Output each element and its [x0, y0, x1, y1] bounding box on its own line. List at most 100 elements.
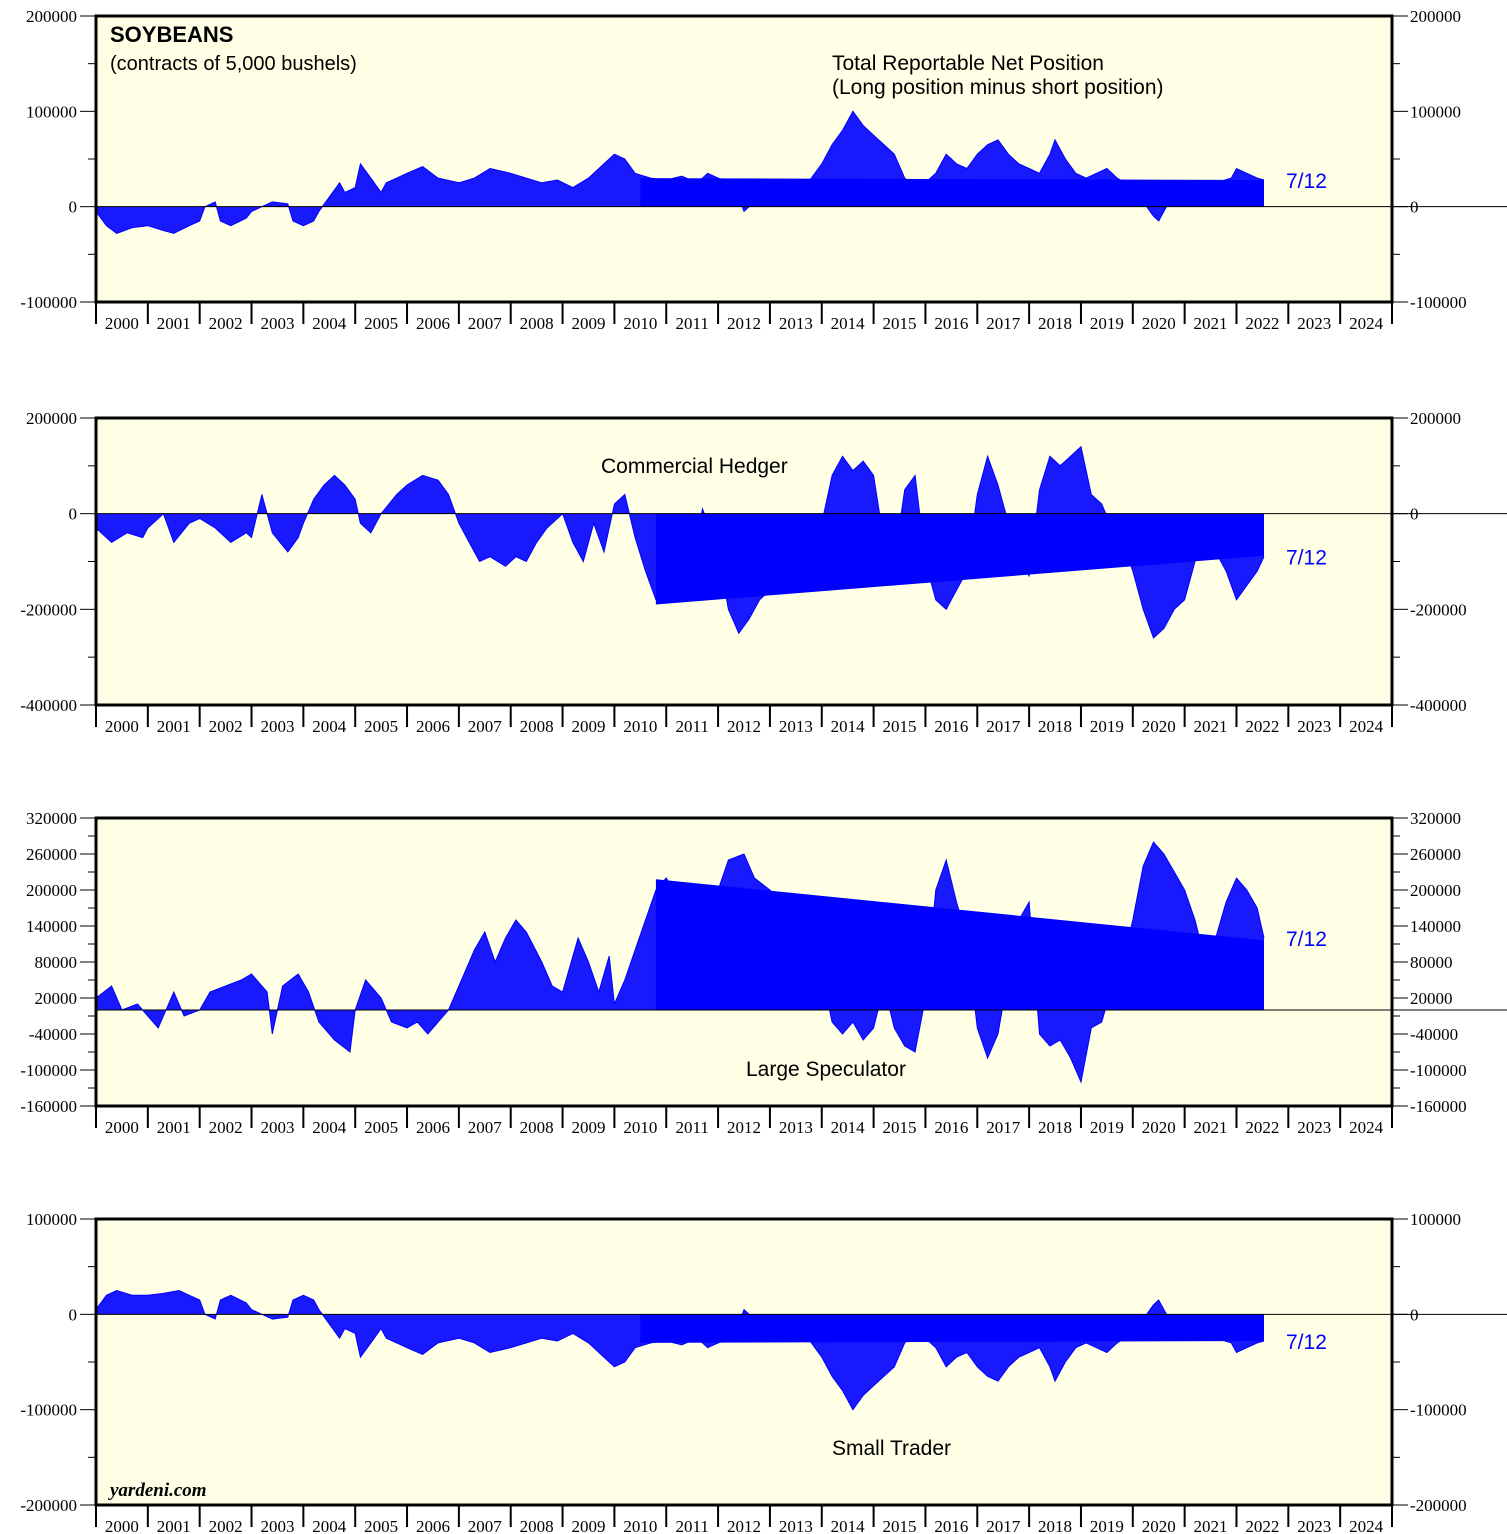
- series-fill-wedge: [640, 1314, 1264, 1343]
- x-tick-label: 2018: [1038, 314, 1072, 333]
- x-tick-label: 2009: [571, 717, 605, 736]
- series-annotation: Total Reportable Net Position: [832, 52, 1104, 75]
- x-tick-label: 2024: [1349, 1517, 1384, 1534]
- x-tick-label: 2011: [675, 314, 708, 333]
- y-tick-label-right: 140000: [1410, 917, 1461, 936]
- y-tick-label-right: 200000: [1410, 409, 1461, 428]
- x-tick-label: 2008: [520, 1517, 554, 1534]
- x-tick-label: 2007: [468, 1118, 503, 1137]
- x-tick-label: 2001: [157, 1118, 191, 1137]
- x-tick-label: 2012: [727, 1118, 761, 1137]
- last-date-label: 7/12: [1286, 928, 1327, 951]
- x-tick-label: 2016: [934, 717, 968, 736]
- y-tick-label-left: 200000: [26, 409, 77, 428]
- y-tick-label-left: 0: [69, 198, 78, 217]
- plot-area: [96, 1219, 1392, 1505]
- x-tick-label: 2024: [1349, 314, 1384, 333]
- y-tick-label-left: 0: [69, 505, 78, 524]
- x-tick-label: 2003: [260, 717, 294, 736]
- y-tick-label-right: -400000: [1410, 696, 1467, 715]
- source-watermark: yardeni.com: [108, 1480, 207, 1501]
- chart-title: SOYBEANS: [110, 22, 233, 47]
- x-tick-label: 2013: [779, 1517, 813, 1534]
- x-tick-label: 2017: [986, 1118, 1021, 1137]
- y-tick-label-right: -40000: [1410, 1025, 1458, 1044]
- y-tick-label-left: 100000: [26, 102, 77, 121]
- x-tick-label: 2007: [468, 314, 503, 333]
- y-tick-label-left: -160000: [20, 1097, 77, 1116]
- x-tick-label: 2020: [1142, 1118, 1176, 1137]
- x-tick-label: 2001: [157, 717, 191, 736]
- y-tick-label-left: 20000: [35, 989, 78, 1008]
- y-tick-label-left: 260000: [26, 845, 77, 864]
- x-tick-label: 2002: [209, 314, 243, 333]
- x-tick-label: 2006: [416, 1517, 450, 1534]
- x-tick-label: 2017: [986, 717, 1021, 736]
- y-tick-label-left: 200000: [26, 7, 77, 26]
- x-tick-label: 2021: [1194, 717, 1228, 736]
- x-tick-label: 2010: [623, 1517, 657, 1534]
- x-tick-label: 2001: [157, 1517, 191, 1534]
- x-tick-label: 2008: [520, 1118, 554, 1137]
- x-tick-label: 2020: [1142, 717, 1176, 736]
- x-tick-label: 2023: [1297, 1118, 1331, 1137]
- x-tick-label: 2020: [1142, 1517, 1176, 1534]
- series-annotation: Large Speculator: [746, 1058, 906, 1081]
- x-tick-label: 2010: [623, 1118, 657, 1137]
- x-tick-label: 2002: [209, 1118, 243, 1137]
- x-tick-label: 2002: [209, 1517, 243, 1534]
- y-tick-label-left: 200000: [26, 881, 77, 900]
- x-tick-label: 2017: [986, 314, 1021, 333]
- series-fill-wedge: [655, 513, 1264, 605]
- panel-1: -400000 -400000 -200000 -200000 0 0 200000 2000…: [20, 409, 1507, 736]
- x-tick-label: 2014: [831, 1118, 866, 1137]
- y-tick-label-left: 0: [69, 1305, 78, 1324]
- x-tick-label: 2006: [416, 717, 450, 736]
- x-tick-label: 2022: [1245, 717, 1279, 736]
- x-tick-label: 2022: [1245, 1118, 1279, 1137]
- x-tick-label: 2011: [675, 717, 708, 736]
- x-tick-label: 2006: [416, 314, 450, 333]
- chart-subtitle: (contracts of 5,000 bushels): [110, 53, 357, 75]
- x-tick-label: 2024: [1349, 1118, 1384, 1137]
- x-tick-label: 2005: [364, 1517, 398, 1534]
- x-tick-label: 2015: [883, 1118, 917, 1137]
- series-line: [95, 110, 1265, 234]
- x-tick-label: 2010: [623, 314, 657, 333]
- x-tick-label: 2005: [364, 1118, 398, 1137]
- last-date-label: 7/12: [1286, 1331, 1327, 1354]
- y-tick-label-left: -100000: [20, 1401, 77, 1420]
- panel-3: -200000 -200000 -100000 -100000 0 0 100000 1000…: [20, 1210, 1507, 1534]
- y-tick-label-right: 80000: [1410, 953, 1453, 972]
- x-tick-label: 2004: [312, 1118, 347, 1137]
- panel-0: -100000 -100000 0 0 100000 100000 200000 200000…: [20, 7, 1507, 333]
- x-tick-label: 2011: [675, 1118, 708, 1137]
- x-tick-label: 2016: [934, 314, 968, 333]
- x-tick-label: 2021: [1194, 1118, 1228, 1137]
- x-tick-label: 2002: [209, 717, 243, 736]
- series-line: [95, 841, 1265, 1084]
- x-tick-label: 2021: [1194, 1517, 1228, 1534]
- x-tick-label: 2013: [779, 717, 813, 736]
- y-tick-label-right: -200000: [1410, 600, 1467, 619]
- x-tick-label: 2007: [468, 1517, 503, 1534]
- x-tick-label: 2005: [364, 717, 398, 736]
- x-tick-label: 2004: [312, 314, 347, 333]
- x-tick-label: 2015: [883, 1517, 917, 1534]
- x-tick-label: 2009: [571, 314, 605, 333]
- x-tick-label: 2007: [468, 717, 503, 736]
- x-tick-label: 2020: [1142, 314, 1176, 333]
- x-tick-label: 2009: [571, 1118, 605, 1137]
- x-tick-label: 2003: [260, 1517, 294, 1534]
- x-tick-label: 2015: [883, 717, 917, 736]
- x-tick-label: 2022: [1245, 1517, 1279, 1534]
- x-tick-label: 2005: [364, 314, 398, 333]
- x-tick-label: 2006: [416, 1118, 450, 1137]
- x-tick-label: 2013: [779, 314, 813, 333]
- x-tick-label: 2023: [1297, 1517, 1331, 1534]
- y-tick-label-left: 80000: [35, 953, 78, 972]
- x-tick-label: 2023: [1297, 314, 1331, 333]
- x-tick-label: 2013: [779, 1118, 813, 1137]
- x-tick-label: 2017: [986, 1517, 1021, 1534]
